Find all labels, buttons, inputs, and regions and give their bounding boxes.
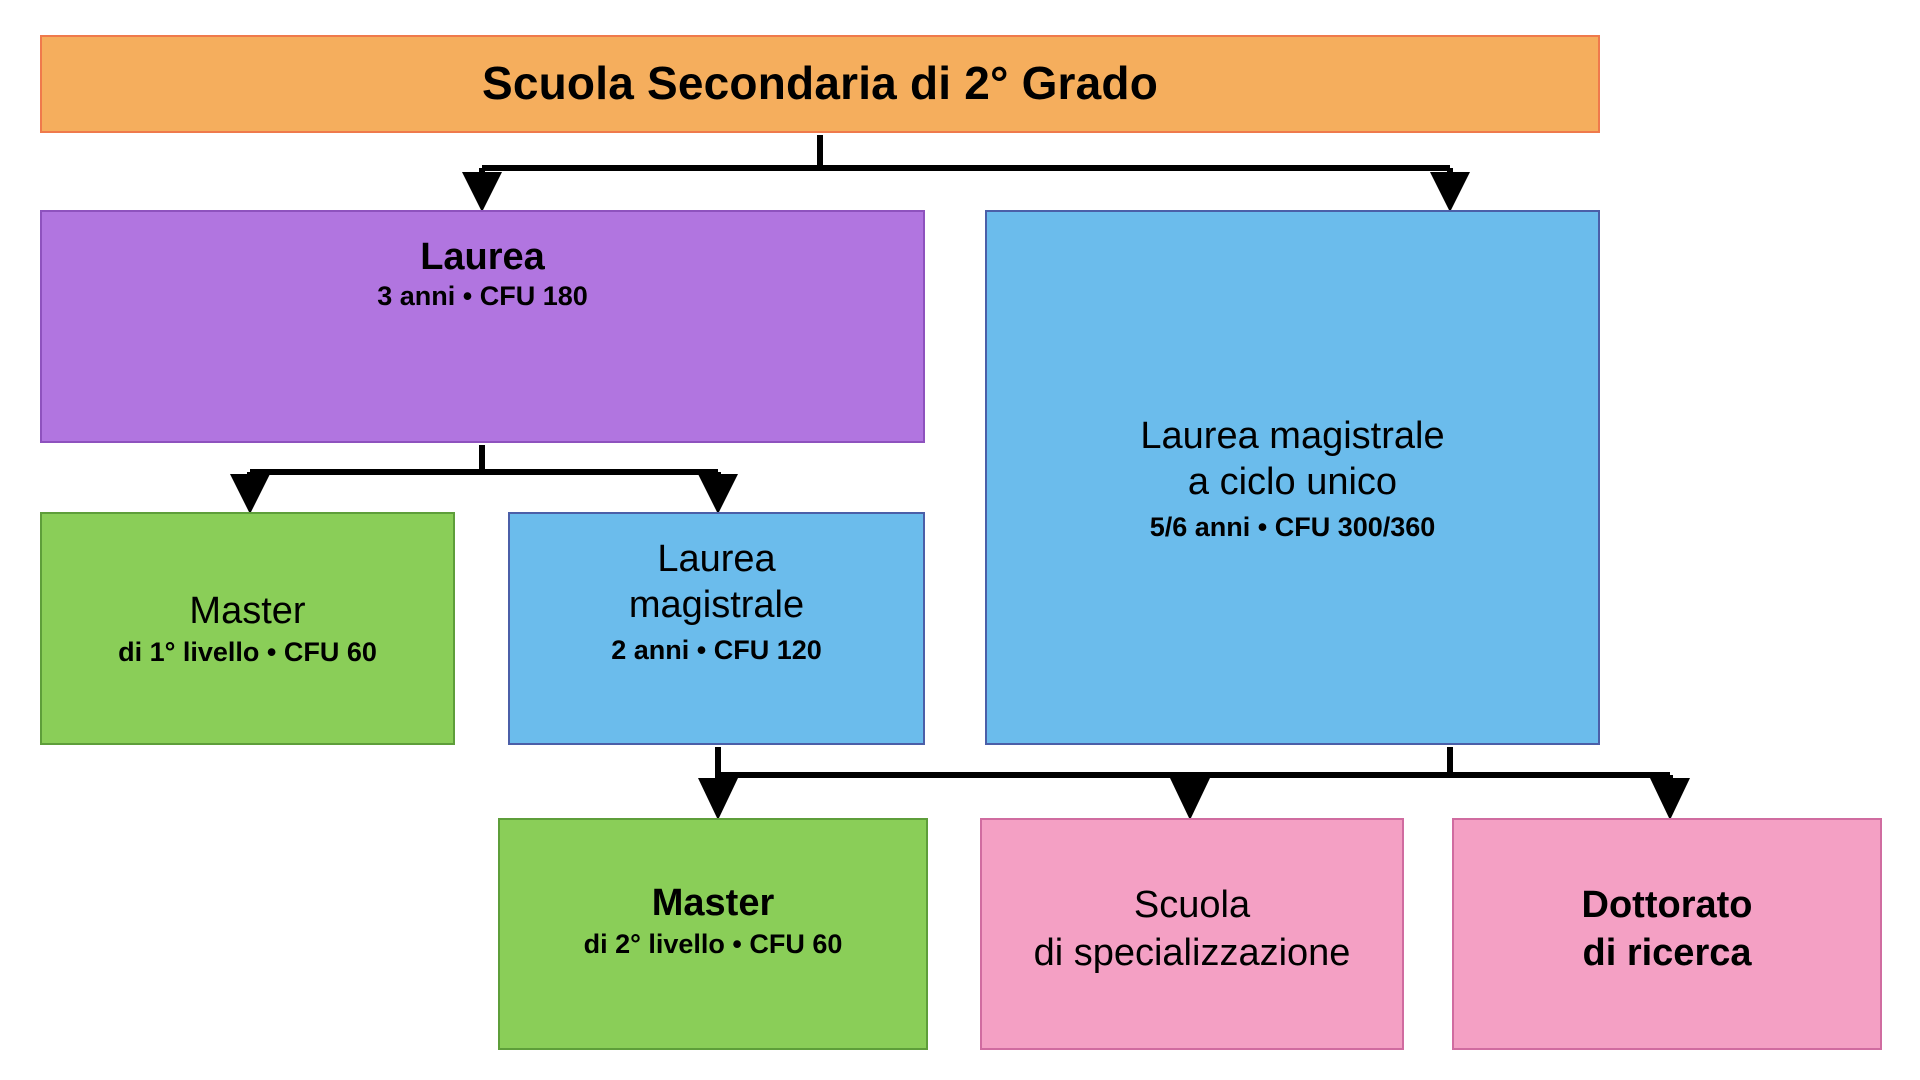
node-title: Laurea: [420, 236, 545, 278]
node-laurea[interactable]: Laurea 3 anni • CFU 180: [40, 210, 925, 443]
node-title: Laurea magistrale: [628, 538, 805, 627]
edge-laurea-to-master1-and-magistrale: [230, 445, 738, 514]
node-title: Scuola Secondaria di 2° Grado: [481, 57, 1159, 110]
arrowhead-icon: [462, 172, 502, 212]
node-title: Scuola di specializzazione: [1033, 884, 1351, 974]
arrowhead-icon: [1430, 172, 1470, 212]
arrowhead-icon: [1170, 778, 1210, 820]
edge-scuola-to-laurea-and-ciclounico: [462, 135, 1470, 212]
arrowhead-icon: [230, 474, 270, 514]
node-laurea-magistrale[interactable]: Laurea magistrale 2 anni • CFU 120: [508, 512, 925, 745]
edge-magistrale-ciclounico-to-bottom-row: [698, 747, 1690, 820]
node-scuola-secondaria[interactable]: Scuola Secondaria di 2° Grado: [40, 35, 1600, 133]
node-master-primo-livello[interactable]: Master di 1° livello • CFU 60: [40, 512, 455, 745]
node-laurea-magistrale-ciclo-unico[interactable]: Laurea magistrale a ciclo unico 5/6 anni…: [985, 210, 1600, 745]
arrowhead-icon: [1650, 778, 1690, 820]
node-subtitle: di 2° livello • CFU 60: [583, 928, 843, 959]
arrowhead-icon: [698, 778, 738, 820]
node-title: Dottorato di ricerca: [1581, 884, 1753, 974]
node-subtitle: di 1° livello • CFU 60: [118, 636, 377, 667]
node-title: Master: [651, 882, 775, 924]
node-subtitle: 5/6 anni • CFU 300/360: [1149, 511, 1436, 542]
node-title: Master: [189, 590, 306, 633]
node-subtitle: 2 anni • CFU 120: [611, 634, 822, 665]
node-title: Laurea magistrale a ciclo unico: [1140, 415, 1445, 504]
node-master-secondo-livello[interactable]: Master di 2° livello • CFU 60: [498, 818, 928, 1050]
arrowhead-icon: [698, 474, 738, 514]
node-scuola-di-specializzazione[interactable]: Scuola di specializzazione: [980, 818, 1404, 1050]
node-dottorato-di-ricerca[interactable]: Dottorato di ricerca: [1452, 818, 1882, 1050]
node-subtitle: 3 anni • CFU 180: [377, 280, 588, 311]
